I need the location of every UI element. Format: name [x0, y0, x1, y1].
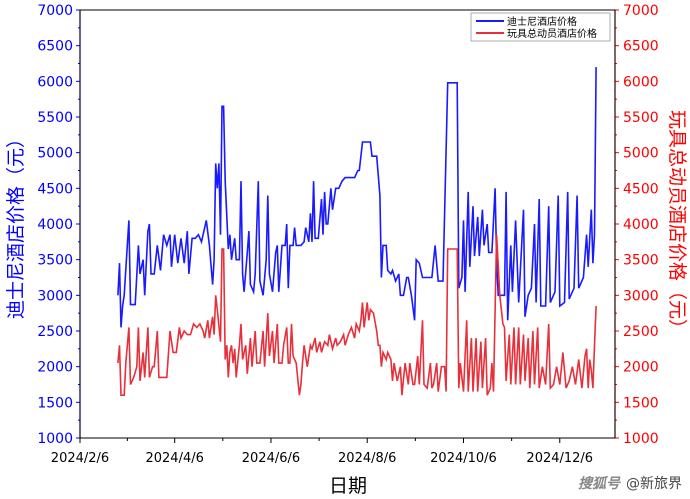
right-y-tick-label: 5000	[623, 146, 659, 162]
right-y-tick-label: 6000	[623, 74, 659, 90]
left-y-tick-label: 6500	[37, 39, 73, 55]
x-tick-label: 2024/4/6	[145, 451, 203, 466]
right-y-tick-label: 4000	[623, 217, 659, 233]
watermark: 搜狐号 @新旅界	[578, 473, 682, 493]
left-y-axis: 1000 1500 2000 2500 3000 3500 4000 4500 5000 5500…	[37, 3, 81, 447]
left-y-tick-label: 4500	[37, 181, 73, 197]
legend-label-toystory: 玩具总动员酒店价格	[507, 27, 597, 40]
left-y-tick-label: 2500	[37, 324, 73, 340]
left-y-tick-label: 4000	[37, 217, 73, 233]
series-line-toystory	[117, 234, 597, 397]
left-y-tick-label: 6000	[37, 74, 73, 90]
watermark-source: 搜狐号	[578, 476, 620, 492]
watermark-author: @新旅界	[626, 476, 682, 492]
series-layer	[117, 67, 597, 397]
right-y-tick-label: 5500	[623, 110, 659, 126]
left-y-tick-label: 3000	[37, 288, 73, 304]
legend: 迪士尼酒店价格 玩具总动员酒店价格	[470, 12, 611, 42]
right-y-tick-label: 3000	[623, 288, 659, 304]
left-y-tick-label: 5500	[37, 110, 73, 126]
x-tick-label: 2024/2/6	[51, 451, 109, 466]
plot-frame	[79, 9, 616, 439]
legend-box	[470, 12, 611, 42]
right-y-tick-label: 6500	[623, 39, 659, 55]
x-axis: 2024/2/6 2024/4/6 2024/6/6 2024/8/6 2024/10/…	[51, 438, 593, 466]
left-y-tick-label: 3500	[37, 253, 73, 269]
right-y-tick-label: 7000	[623, 3, 659, 19]
right-y-tick-label: 2000	[623, 360, 659, 376]
right-y-tick-label: 1000	[623, 431, 659, 447]
legend-label-disney: 迪士尼酒店价格	[507, 15, 577, 28]
left-axis-title: 迪士尼酒店价格（元）	[5, 129, 27, 319]
x-tick-label: 2024/12/6	[526, 451, 593, 466]
right-y-tick-label: 4500	[623, 181, 659, 197]
left-y-tick-label: 2000	[37, 360, 73, 376]
left-y-tick-label: 1000	[37, 431, 73, 447]
x-tick-label: 2024/8/6	[338, 451, 396, 466]
right-y-tick-label: 3500	[623, 253, 659, 269]
right-y-tick-label: 2500	[623, 324, 659, 340]
left-y-tick-label: 5000	[37, 146, 73, 162]
series-line-disney	[117, 67, 597, 328]
x-axis-title: 日期	[329, 475, 367, 497]
right-y-axis: 1000 1500 2000 2500 3000 3500 4000 4500 5000 5500…	[614, 3, 659, 447]
right-y-tick-label: 1500	[623, 395, 659, 411]
x-tick-label: 2024/6/6	[242, 451, 300, 466]
left-y-tick-label: 1500	[37, 395, 73, 411]
right-axis-title: 玩具总动员酒店价格（元）	[666, 110, 688, 338]
left-y-tick-label: 7000	[37, 3, 73, 19]
x-tick-label: 2024/10/6	[430, 451, 497, 466]
